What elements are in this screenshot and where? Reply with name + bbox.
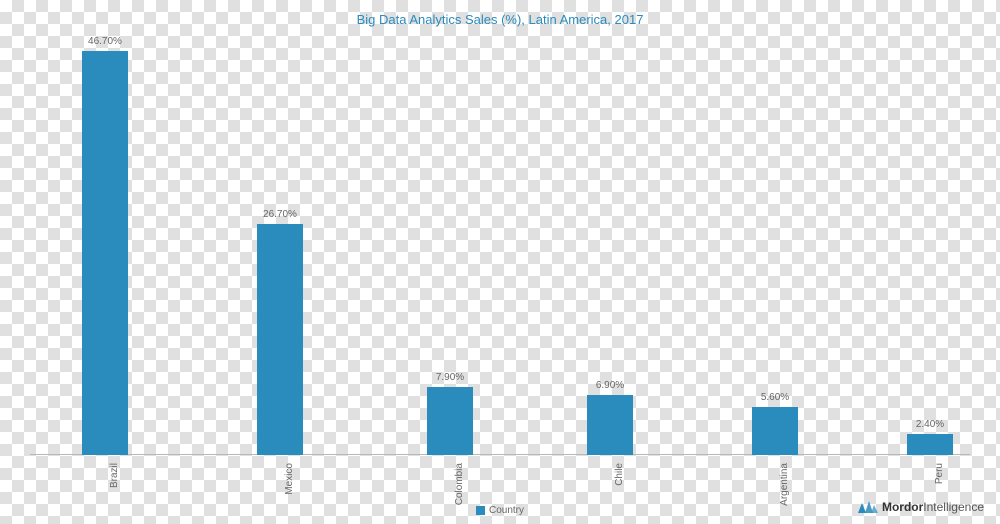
brand-logo-icon: [858, 501, 878, 513]
bar-value-label: 2.40%: [907, 419, 953, 430]
bar-value-label: 26.70%: [257, 209, 303, 220]
chart-title: Big Data Analytics Sales (%), Latin Amer…: [0, 12, 1000, 27]
plot-area: 46.70%Brazil26.70%Mexico7.90%Colombia6.9…: [30, 40, 970, 455]
bar: 46.70%: [82, 51, 128, 455]
x-category-label: Chile: [614, 463, 625, 486]
x-category-label: Peru: [934, 463, 945, 484]
x-category-label: Brazil: [109, 463, 120, 488]
bar: 2.40%: [907, 434, 953, 455]
brand-text: MordorIntelligence: [882, 500, 984, 514]
brand-attribution: MordorIntelligence: [858, 500, 984, 514]
legend: Country: [0, 505, 1000, 516]
bar-value-label: 6.90%: [587, 380, 633, 391]
bar-value-label: 46.70%: [82, 36, 128, 47]
legend-swatch: [476, 506, 485, 515]
bar: 6.90%: [587, 395, 633, 455]
x-category-label: Colombia: [454, 463, 465, 505]
bar: 26.70%: [257, 224, 303, 455]
bar-value-label: 7.90%: [427, 372, 473, 383]
x-axis-baseline: [30, 454, 970, 455]
bar: 7.90%: [427, 387, 473, 455]
x-category-label: Mexico: [284, 463, 295, 495]
legend-label: Country: [489, 505, 524, 516]
x-category-label: Argentina: [779, 463, 790, 506]
bar: 5.60%: [752, 407, 798, 455]
bar-value-label: 5.60%: [752, 392, 798, 403]
